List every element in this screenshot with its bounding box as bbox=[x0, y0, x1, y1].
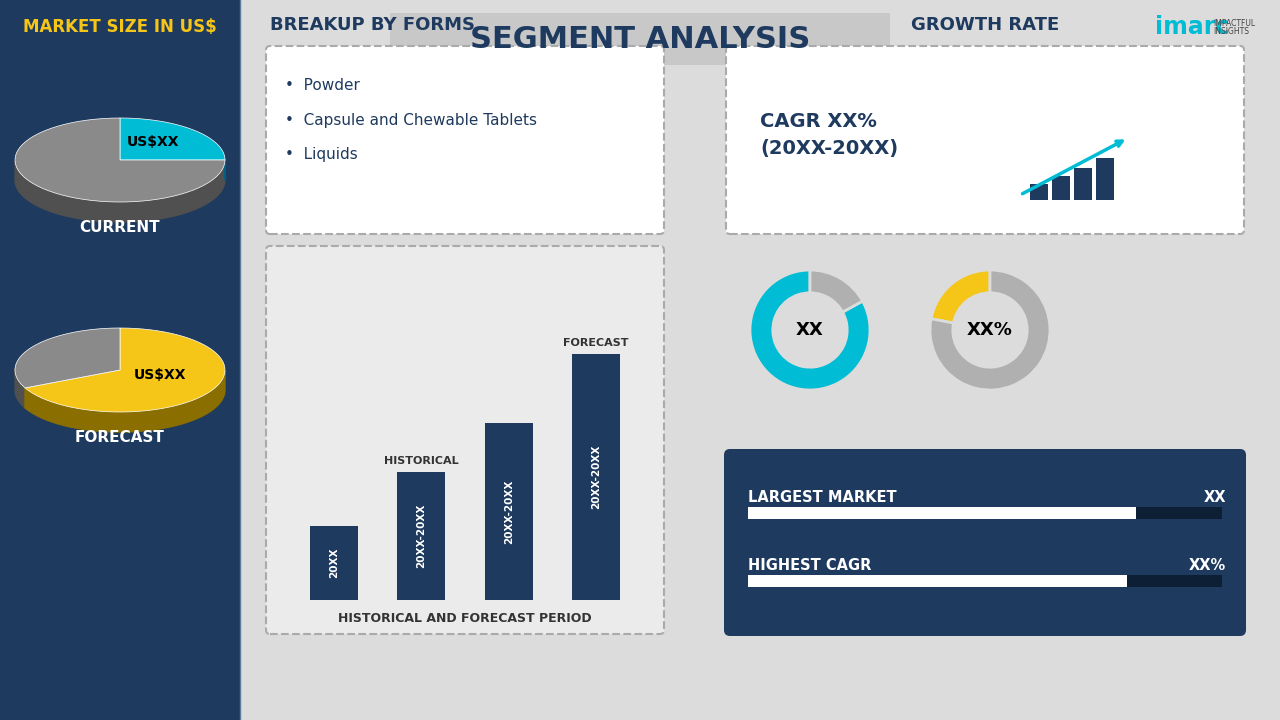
Text: US$XX: US$XX bbox=[127, 135, 179, 148]
FancyBboxPatch shape bbox=[1030, 184, 1048, 200]
Text: XX%: XX% bbox=[1189, 557, 1226, 572]
Text: FORECAST: FORECAST bbox=[563, 338, 628, 348]
FancyBboxPatch shape bbox=[748, 507, 1137, 519]
Text: 20XX-20XX: 20XX-20XX bbox=[591, 445, 602, 509]
Text: FORECAST: FORECAST bbox=[76, 430, 165, 444]
FancyBboxPatch shape bbox=[726, 46, 1244, 234]
Wedge shape bbox=[931, 270, 989, 323]
Text: INSIGHTS: INSIGHTS bbox=[1213, 27, 1249, 35]
Bar bbox=[485, 423, 532, 600]
Polygon shape bbox=[15, 369, 26, 408]
Wedge shape bbox=[931, 270, 1050, 390]
FancyBboxPatch shape bbox=[1052, 176, 1070, 200]
Text: XX%: XX% bbox=[968, 321, 1012, 339]
FancyBboxPatch shape bbox=[390, 13, 890, 65]
Text: HISTORICAL: HISTORICAL bbox=[384, 456, 458, 466]
FancyBboxPatch shape bbox=[241, 0, 1280, 720]
Wedge shape bbox=[810, 270, 863, 312]
Bar bbox=[572, 354, 621, 600]
Text: 20XX-20XX: 20XX-20XX bbox=[504, 480, 513, 544]
Bar bbox=[310, 526, 358, 600]
Text: XX: XX bbox=[1203, 490, 1226, 505]
Text: •  Capsule and Chewable Tablets: • Capsule and Chewable Tablets bbox=[285, 112, 538, 127]
Polygon shape bbox=[15, 160, 225, 222]
Text: GROWTH RATE: GROWTH RATE bbox=[911, 16, 1059, 34]
Text: •  Powder: • Powder bbox=[285, 78, 360, 92]
Text: 20XX-20XX: 20XX-20XX bbox=[416, 504, 426, 568]
Text: BREAKUP BY FORMS: BREAKUP BY FORMS bbox=[270, 16, 475, 34]
Text: imarc: imarc bbox=[1155, 15, 1229, 39]
Text: US$XX: US$XX bbox=[133, 368, 186, 382]
Polygon shape bbox=[15, 118, 225, 202]
Text: HIGHEST CAGR: HIGHEST CAGR bbox=[748, 557, 872, 572]
Text: HISTORICAL AND FORECAST PERIOD: HISTORICAL AND FORECAST PERIOD bbox=[338, 611, 591, 624]
Text: LARGEST MARKET: LARGEST MARKET bbox=[748, 490, 896, 505]
Text: SEGMENT ANALYSIS: SEGMENT ANALYSIS bbox=[470, 24, 810, 53]
Polygon shape bbox=[26, 328, 225, 412]
Text: XX: XX bbox=[796, 321, 824, 339]
FancyBboxPatch shape bbox=[748, 575, 1222, 587]
Text: CAGR XX%
(20XX-20XX): CAGR XX% (20XX-20XX) bbox=[760, 112, 899, 158]
Text: •  Liquids: • Liquids bbox=[285, 148, 357, 163]
Polygon shape bbox=[15, 328, 120, 388]
Polygon shape bbox=[26, 371, 225, 432]
FancyBboxPatch shape bbox=[1096, 158, 1114, 200]
FancyBboxPatch shape bbox=[724, 449, 1245, 636]
FancyBboxPatch shape bbox=[1074, 168, 1092, 200]
Text: CURRENT: CURRENT bbox=[79, 220, 160, 235]
FancyBboxPatch shape bbox=[266, 46, 664, 234]
Text: MARKET SIZE IN US$: MARKET SIZE IN US$ bbox=[23, 18, 216, 36]
FancyBboxPatch shape bbox=[748, 575, 1126, 587]
FancyBboxPatch shape bbox=[748, 507, 1222, 519]
Wedge shape bbox=[750, 270, 870, 390]
Text: IMPACTFUL: IMPACTFUL bbox=[1213, 19, 1256, 27]
FancyBboxPatch shape bbox=[266, 246, 664, 634]
Text: 20XX: 20XX bbox=[329, 548, 339, 578]
Bar bbox=[397, 472, 445, 600]
Polygon shape bbox=[120, 118, 225, 160]
